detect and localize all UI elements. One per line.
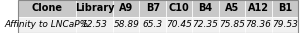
Text: Affinity to LNCaP%: Affinity to LNCaP% <box>5 20 89 29</box>
FancyBboxPatch shape <box>113 16 140 33</box>
Text: B7: B7 <box>146 3 160 13</box>
FancyBboxPatch shape <box>272 0 298 16</box>
FancyBboxPatch shape <box>272 16 298 33</box>
Text: 65.3: 65.3 <box>142 20 163 29</box>
FancyBboxPatch shape <box>219 0 245 16</box>
Text: B1: B1 <box>278 3 292 13</box>
Text: C10: C10 <box>169 3 190 13</box>
FancyBboxPatch shape <box>140 16 166 33</box>
FancyBboxPatch shape <box>192 0 219 16</box>
FancyBboxPatch shape <box>166 0 192 16</box>
Text: Clone: Clone <box>32 3 62 13</box>
Text: A5: A5 <box>225 3 239 13</box>
FancyBboxPatch shape <box>18 0 76 16</box>
FancyBboxPatch shape <box>113 0 140 16</box>
Text: 12.53: 12.53 <box>82 20 107 29</box>
FancyBboxPatch shape <box>219 16 245 33</box>
FancyBboxPatch shape <box>245 16 272 33</box>
Text: 58.89: 58.89 <box>113 20 139 29</box>
Text: A9: A9 <box>119 3 134 13</box>
Text: 70.45: 70.45 <box>166 20 192 29</box>
FancyBboxPatch shape <box>192 16 219 33</box>
Text: A12: A12 <box>248 3 269 13</box>
Text: 72.35: 72.35 <box>193 20 218 29</box>
Text: B4: B4 <box>199 3 213 13</box>
FancyBboxPatch shape <box>245 0 272 16</box>
Text: 79.53: 79.53 <box>272 20 298 29</box>
FancyBboxPatch shape <box>166 16 192 33</box>
Text: Library: Library <box>75 3 114 13</box>
FancyBboxPatch shape <box>76 0 113 16</box>
FancyBboxPatch shape <box>18 16 76 33</box>
Text: 75.85: 75.85 <box>219 20 245 29</box>
FancyBboxPatch shape <box>76 16 113 33</box>
Text: 78.36: 78.36 <box>245 20 271 29</box>
FancyBboxPatch shape <box>140 0 166 16</box>
